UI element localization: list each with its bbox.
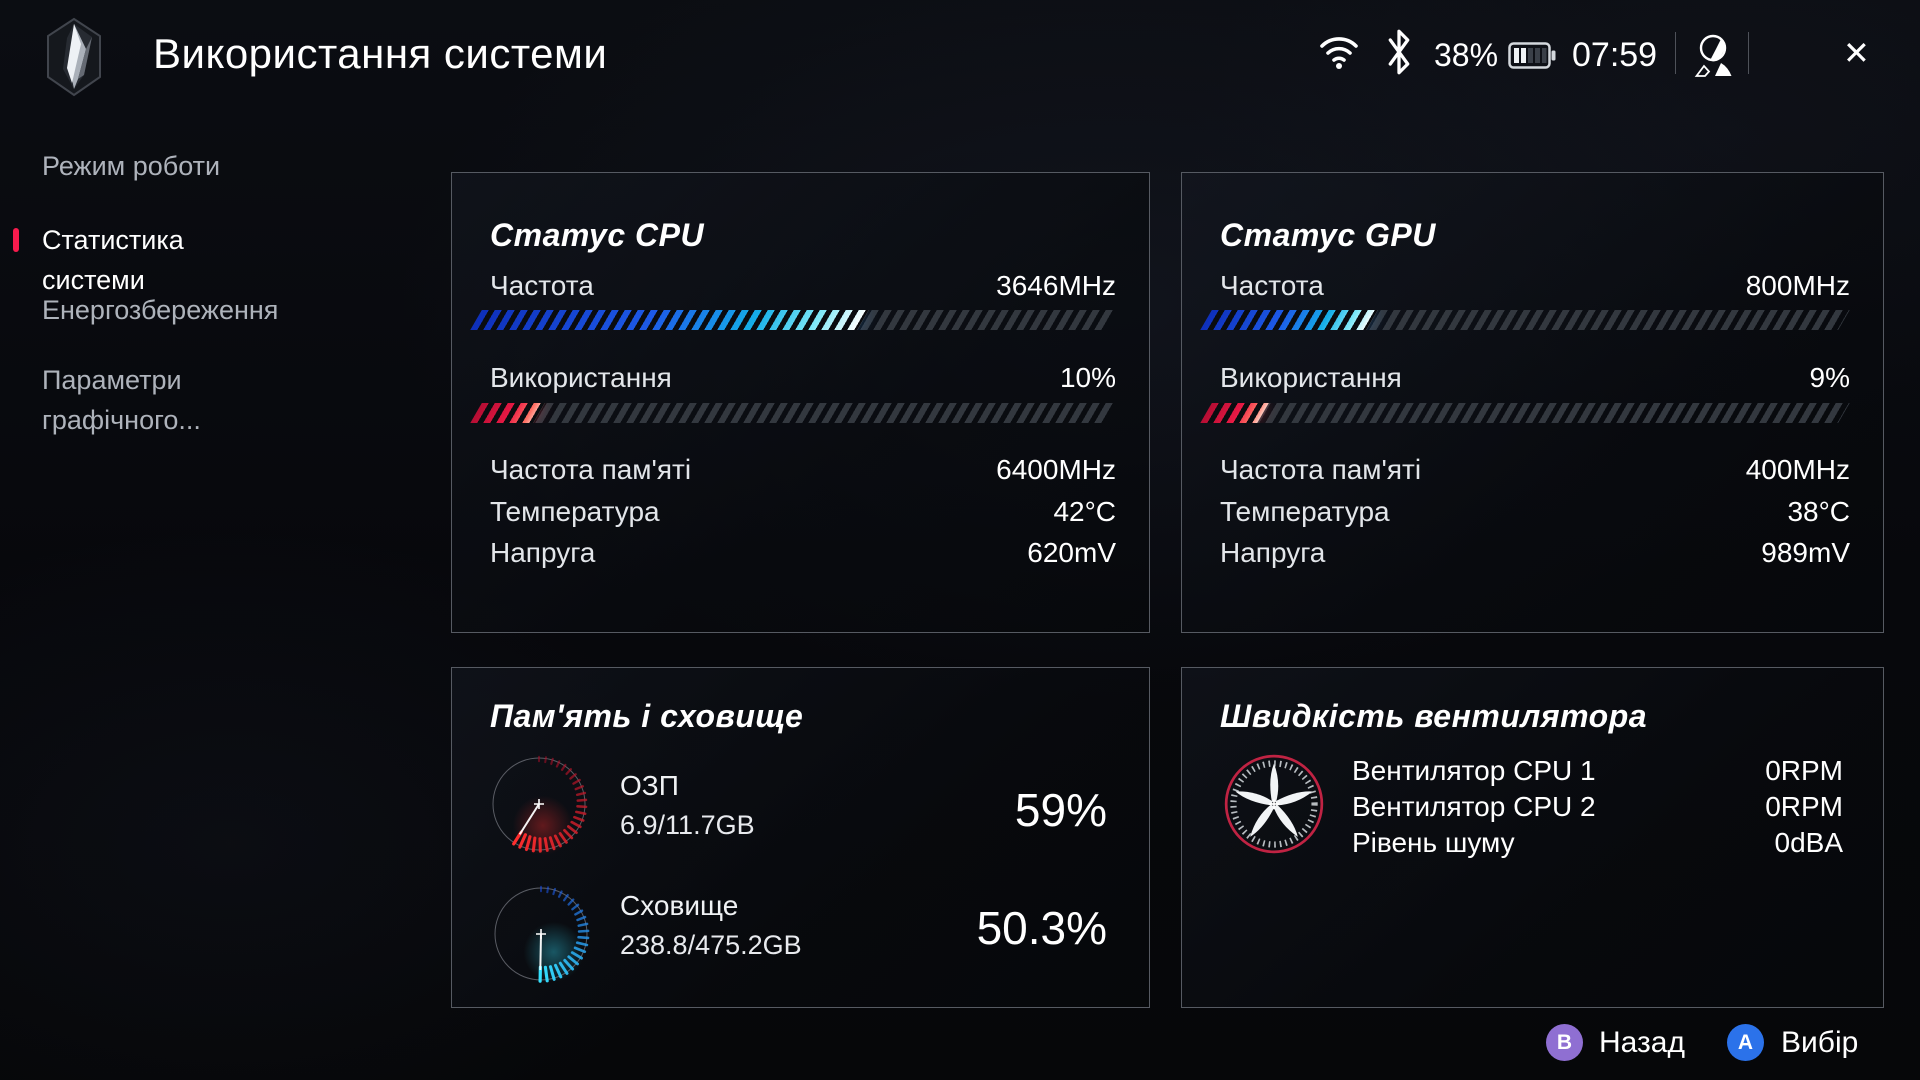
topbar-divider (1748, 32, 1749, 74)
sidebar-item-graphics-settings[interactable]: Параметри графічного... (42, 365, 201, 435)
cpu-mem-freq-label: Частота пам'яті (490, 454, 692, 485)
ram-label: ОЗП (620, 770, 679, 801)
noise-level-value: 0dBA (1774, 827, 1844, 858)
battery-percent: 38% (1434, 37, 1499, 73)
gpu-voltage-value: 989mV (1761, 537, 1850, 568)
cpu-usage-label: Використання (490, 362, 672, 393)
gamepad-b-button-icon[interactable]: B (1546, 1024, 1583, 1061)
gpu-card-title: Статус GPU (1220, 217, 1436, 253)
select-button-label[interactable]: Вибір (1781, 1026, 1859, 1059)
storage-percent: 50.3% (976, 902, 1107, 954)
topbar-divider (1675, 32, 1676, 74)
battery-icon (1508, 42, 1556, 69)
sidebar-item-power-saving[interactable]: Енергозбереження (42, 295, 279, 325)
bluetooth-icon (1388, 29, 1410, 75)
cpu-mem-freq-value: 6400MHz (996, 454, 1116, 485)
rog-ally-logo (47, 17, 101, 97)
gpu-frequency-bar (1200, 310, 1850, 330)
cpu-freq-label: Частота (490, 270, 594, 301)
cpu-frequency-bar (470, 310, 1116, 330)
gpu-freq-value: 800MHz (1745, 270, 1850, 301)
cpu-voltage-value: 620mV (1027, 537, 1116, 568)
cpu-freq-value: 3646MHz (996, 270, 1116, 301)
page-title: Використання системи (153, 30, 608, 77)
storage-label: Сховище (620, 890, 739, 921)
cpu-temp-value: 42°C (1053, 496, 1116, 527)
gpu-usage-bar (1200, 403, 1850, 423)
memory-card-title: Пам'ять і сховище (490, 698, 804, 734)
gpu-voltage-label: Напруга (1220, 537, 1326, 568)
close-button[interactable]: ✕ (1843, 35, 1870, 71)
gpu-temp-label: Температура (1220, 496, 1390, 527)
fan2-label: Вентилятор CPU 2 (1352, 791, 1596, 822)
gpu-status-card: Статус GPU Частота 800MHz Використання 9… (1181, 172, 1884, 633)
gpu-usage-label: Використання (1220, 362, 1402, 393)
minimize-button[interactable] (1768, 40, 1816, 72)
storage-usage-value: 238.8/475.2GB (620, 930, 802, 960)
gpu-freq-label: Частота (1220, 270, 1324, 301)
fan1-value: 0RPM (1765, 755, 1843, 786)
ram-gauge (492, 755, 588, 856)
storage-gauge (494, 885, 590, 983)
back-button-label[interactable]: Назад (1599, 1026, 1685, 1059)
gpu-mem-freq-value: 400MHz (1745, 454, 1850, 485)
sidebar-item-system-stats[interactable]: Статистика системи (42, 225, 184, 295)
cpu-temp-label: Температура (490, 496, 660, 527)
cpu-voltage-label: Напруга (490, 537, 596, 568)
active-item-indicator (13, 228, 19, 252)
cpu-usage-value: 10% (1059, 362, 1116, 393)
clock: 07:59 (1572, 36, 1658, 74)
fan-icon (1224, 754, 1324, 854)
gpu-usage-value: 9% (1809, 362, 1850, 393)
fan1-label: Вентилятор CPU 1 (1352, 755, 1596, 786)
avatar-icon[interactable] (1690, 30, 1736, 78)
fan-card-title: Швидкість вентилятора (1220, 698, 1648, 734)
wifi-icon (1320, 37, 1358, 69)
cpu-status-card: Статус CPU Частота 3646MHz Використання … (451, 172, 1150, 633)
ram-usage-value: 6.9/11.7GB (620, 810, 755, 840)
gpu-mem-freq-label: Частота пам'яті (1220, 454, 1422, 485)
fan-speed-card: Швидкість вентилятора Вентилятор CPU 1 0… (1181, 667, 1884, 1008)
noise-level-label: Рівень шуму (1352, 827, 1515, 858)
memory-storage-card: Пам'ять і сховище ОЗП 6.9/11.7GB 59% Схо… (451, 667, 1150, 1008)
fan2-value: 0RPM (1765, 791, 1843, 822)
cpu-usage-bar (470, 403, 1116, 423)
gpu-temp-value: 38°C (1787, 496, 1850, 527)
gamepad-a-button-icon[interactable]: A (1727, 1024, 1764, 1061)
sidebar-item-work-mode[interactable]: Режим роботи (42, 151, 221, 181)
ram-percent: 59% (1014, 784, 1107, 836)
cpu-card-title: Статус CPU (490, 217, 705, 253)
